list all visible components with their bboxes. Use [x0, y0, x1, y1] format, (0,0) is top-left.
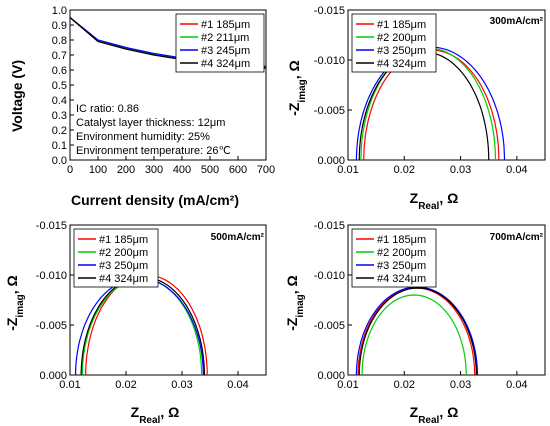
p3-title: 700mA/cm² — [490, 232, 544, 243]
p0-ytick-label: 0.9 — [52, 20, 67, 32]
p2-series-3-line — [75, 277, 204, 376]
p3-series-1-line — [357, 287, 476, 376]
p0-annotation-2: Catalyst layer thickness: 12μm — [76, 117, 225, 129]
p2-legend-label-4: #4 324μm — [99, 273, 148, 285]
p2-ylabel: -Zimag, Ω — [4, 275, 26, 331]
p0-xtick-label: 0 — [67, 164, 73, 176]
p2-series-4-line — [80, 276, 205, 375]
p1-xtick-label: 0.03 — [450, 164, 471, 176]
p1-legend-label-1: #1 185μm — [377, 19, 426, 31]
p3-legend-label-4: #4 324μm — [377, 273, 426, 285]
p3-legend-label-1: #1 185μm — [377, 234, 426, 246]
p3-xlabel: ZReal, Ω — [410, 404, 459, 426]
p0-ytick-label: 0.8 — [52, 35, 67, 47]
p2-plot-frame — [69, 224, 267, 376]
p0-annotation-3: Environment humidity: 25% — [76, 131, 210, 143]
p0-ytick-label: 0.1 — [52, 140, 67, 152]
nyquist-chart-500: -Zimag, Ω ZReal, Ω 500mA/cm² 0.01 0.02 0.0… — [4, 220, 267, 426]
p2-legend-label-2: #2 200μm — [99, 247, 148, 259]
p1-title: 300mA/cm² — [490, 16, 544, 27]
p3-plot-frame — [347, 224, 546, 376]
p0-ytick-label: 0.7 — [52, 50, 67, 62]
p2-series-1-line — [85, 274, 208, 375]
p0-ytick-label: 0.2 — [52, 125, 67, 137]
p1-legend-label-2: #2 200μm — [377, 32, 426, 44]
p2-title: 500mA/cm² — [211, 232, 265, 243]
p2-xtick-label: 0.01 — [59, 379, 80, 391]
p0-legend-label-1: #1 185μm — [201, 19, 250, 31]
p3-ylabel: -Zimag, Ω — [284, 275, 306, 331]
p3-series-2-line — [361, 294, 467, 375]
p1-xlabel: ZReal, Ω — [410, 190, 459, 212]
p0-xtick-label: 100 — [89, 164, 107, 176]
p0-ytick-label: 0.0 — [52, 155, 67, 167]
p3-xtick-label: 0.03 — [450, 379, 471, 391]
p2-xtick-label: 0.03 — [171, 379, 192, 391]
p0-annotation-4: Environment temperature: 26℃ — [76, 145, 231, 157]
p3-ytick-label: -0.010 — [314, 270, 345, 282]
p3-series-3-line — [355, 286, 479, 376]
p2-xlabel: ZReal, Ω — [131, 404, 180, 426]
p3-ytick-label: -0.015 — [314, 220, 345, 232]
p1-ytick-label: -0.005 — [314, 105, 345, 117]
p1-ylabel: -Zimag, Ω — [286, 60, 308, 116]
p2-legend-label-3: #3 250μm — [99, 260, 148, 272]
p0-legend-label-2: #2 211μm — [201, 32, 249, 44]
p0-ytick-label: 0.4 — [52, 95, 67, 107]
p1-ytick-label: 0.000 — [317, 155, 345, 167]
p2-xtick-label: 0.02 — [115, 379, 136, 391]
p0-annotation-1: IC ratio: 0.86 — [76, 103, 139, 115]
p0-annotations: IC ratio: 0.86 Catalyst layer thickness:… — [76, 103, 231, 157]
p1-xtick-label: 0.04 — [506, 164, 527, 176]
p0-xlabel: Current density (mA/cm²) — [71, 192, 239, 208]
p1-xtick-label: 0.02 — [394, 164, 415, 176]
p1-legend-label-4: #4 324μm — [377, 58, 426, 70]
p0-ytick-label: 0.3 — [52, 110, 67, 122]
p3-xtick-label: 0.02 — [394, 379, 415, 391]
p0-ytick-label: 0.5 — [52, 80, 67, 92]
p3-ytick-label: -0.005 — [314, 320, 345, 332]
p0-xtick-label: 300 — [145, 164, 163, 176]
p2-legend-label-1: #1 185μm — [99, 234, 148, 246]
polarization-chart: Voltage (V) Current density (mA/cm²) IC … — [9, 5, 275, 208]
p0-ytick-label: 1.0 — [52, 5, 67, 17]
p1-plot-frame — [347, 9, 546, 161]
p2-ytick-label: -0.010 — [36, 270, 67, 282]
p0-xtick-label: 500 — [201, 164, 219, 176]
p1-ytick-label: -0.010 — [314, 55, 345, 67]
p3-ytick-label: 0.000 — [317, 370, 345, 382]
p2-series-2-line — [81, 278, 203, 376]
p0-xtick-label: 200 — [117, 164, 135, 176]
p0-legend-label-4: #4 324μm — [201, 58, 250, 70]
p3-xtick-label: 0.04 — [506, 379, 527, 391]
p0-legend-label-3: #3 245μm — [201, 45, 250, 57]
p3-series-4-line — [358, 287, 477, 375]
p1-ytick-label: -0.015 — [314, 5, 345, 17]
p2-ytick-label: -0.015 — [36, 220, 67, 232]
p0-xtick-label: 400 — [173, 164, 191, 176]
nyquist-chart-300: -Zimag, Ω ZReal, Ω 300mA/cm² 0.01 0.02 0.0… — [286, 5, 546, 212]
p1-legend-label-3: #3 250μm — [377, 45, 426, 57]
nyquist-chart-700: -Zimag, Ω ZReal, Ω 700mA/cm² 0.01 0.02 0.0… — [284, 220, 546, 426]
p2-xtick-label: 0.04 — [227, 379, 248, 391]
p2-ytick-label: 0.000 — [39, 370, 67, 382]
p2-ytick-label: -0.005 — [36, 320, 67, 332]
p3-xtick-label: 0.01 — [337, 379, 358, 391]
p0-ytick-label: 0.6 — [52, 65, 67, 77]
p1-xtick-label: 0.01 — [337, 164, 358, 176]
p0-ylabel: Voltage (V) — [9, 60, 25, 132]
p0-xtick-label: 700 — [257, 164, 275, 176]
p3-legend-label-3: #3 250μm — [377, 260, 426, 272]
p3-legend-label-2: #2 200μm — [377, 247, 426, 259]
p0-xtick-label: 600 — [229, 164, 247, 176]
